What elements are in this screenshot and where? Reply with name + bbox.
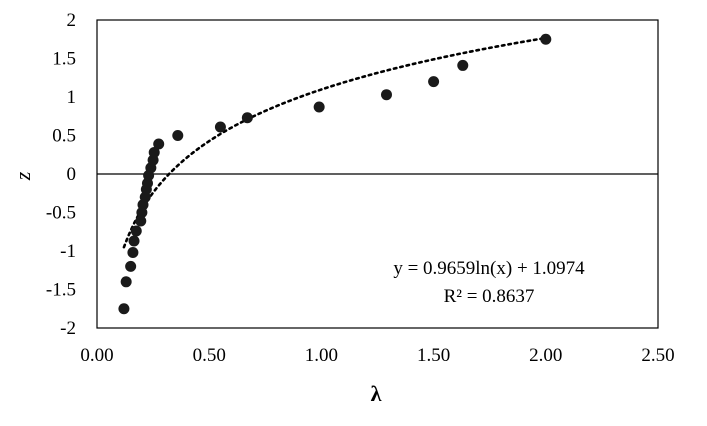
data-points [118,33,552,315]
y-tick-label: -1 [60,241,76,262]
y-tick-label: 1.5 [52,49,76,70]
y-tick-label: -0.5 [46,203,76,224]
x-tick-label: 1.50 [417,345,450,366]
data-point [172,130,184,141]
x-tick-labels: 0.00 0.50 1.00 1.50 2.00 2.50 [80,345,674,366]
x-tick-label: 2.50 [641,345,674,366]
data-point [127,247,139,259]
x-tick-label: 2.00 [529,345,562,366]
data-point [130,225,142,237]
data-point [148,146,160,158]
data-point [540,33,552,45]
trendline-equation: y = 0.9659ln(x) + 1.0974 [393,258,585,279]
x-axis-title: λ [371,381,382,406]
data-point [118,303,130,315]
data-point [457,59,469,71]
y-tick-label: 2 [67,10,77,31]
x-tick-label: 0.50 [193,345,226,366]
y-tick-label: 1 [67,87,77,108]
data-point [313,101,325,113]
x-tick-label: 1.00 [305,345,338,366]
data-point [125,260,137,272]
y-tick-labels: 2 1.5 1 0.5 0 -0.5 -1 -1.5 -2 [46,10,76,339]
y-tick-label: 0.5 [52,126,76,147]
data-point [214,121,226,133]
data-point [135,215,147,227]
y-tick-label: -2 [60,318,76,339]
data-point [241,112,253,124]
data-point [428,76,440,88]
x-tick-label: 0.00 [80,345,113,366]
data-point [380,89,392,101]
data-point [153,138,165,150]
y-tick-label: -1.5 [46,280,76,301]
data-point [128,235,140,247]
trendline-r-squared: R² = 0.8637 [444,286,535,307]
y-axis-title: z [10,171,35,181]
y-tick-label: 0 [67,164,77,185]
trendline [122,36,548,249]
data-point [120,276,132,288]
